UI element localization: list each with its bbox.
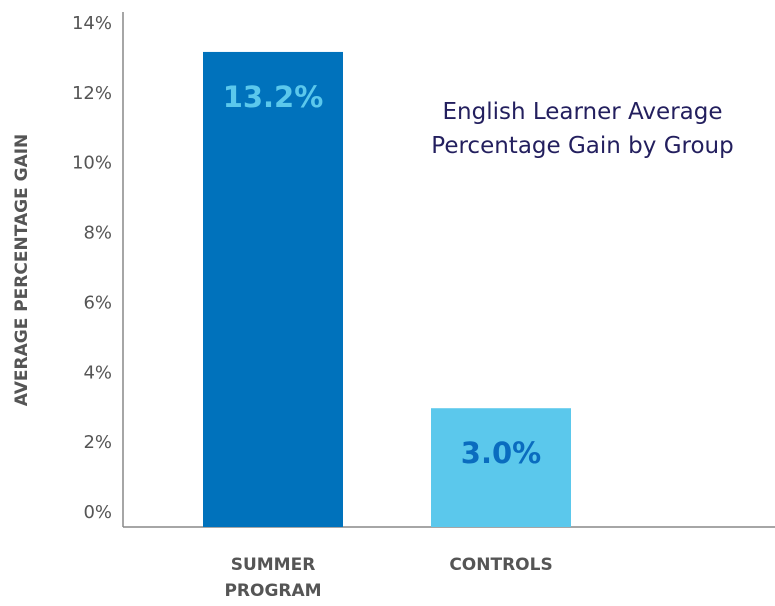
y-tick-label: 0% <box>83 502 112 523</box>
y-tick-label: 4% <box>83 362 112 383</box>
title-box: English Learner Average Percentage Gain … <box>431 99 734 159</box>
y-tick-label: 8% <box>83 223 112 244</box>
y-tick-label: 6% <box>83 292 112 313</box>
y-axis-label: AVERAGE PERCENTAGE GAIN <box>12 134 32 407</box>
y-tick-label: 10% <box>72 153 112 174</box>
value-label: 3.0% <box>461 436 541 470</box>
y-tick-label: 2% <box>83 432 112 453</box>
bar <box>203 51 343 527</box>
y-tick-label: 14% <box>72 13 112 34</box>
y-tick-label: 12% <box>72 83 112 104</box>
bar <box>431 408 571 527</box>
x-tick-box: CONTROLS <box>449 555 553 575</box>
chart-title: English Learner Average Percentage Gain … <box>431 99 734 159</box>
x-tick-label: SUMMER PROGRAM <box>224 555 322 601</box>
x-tick-box: SUMMER PROGRAM <box>224 555 322 601</box>
x-tick-label: CONTROLS <box>449 555 553 575</box>
value-label: 13.2% <box>223 80 324 114</box>
